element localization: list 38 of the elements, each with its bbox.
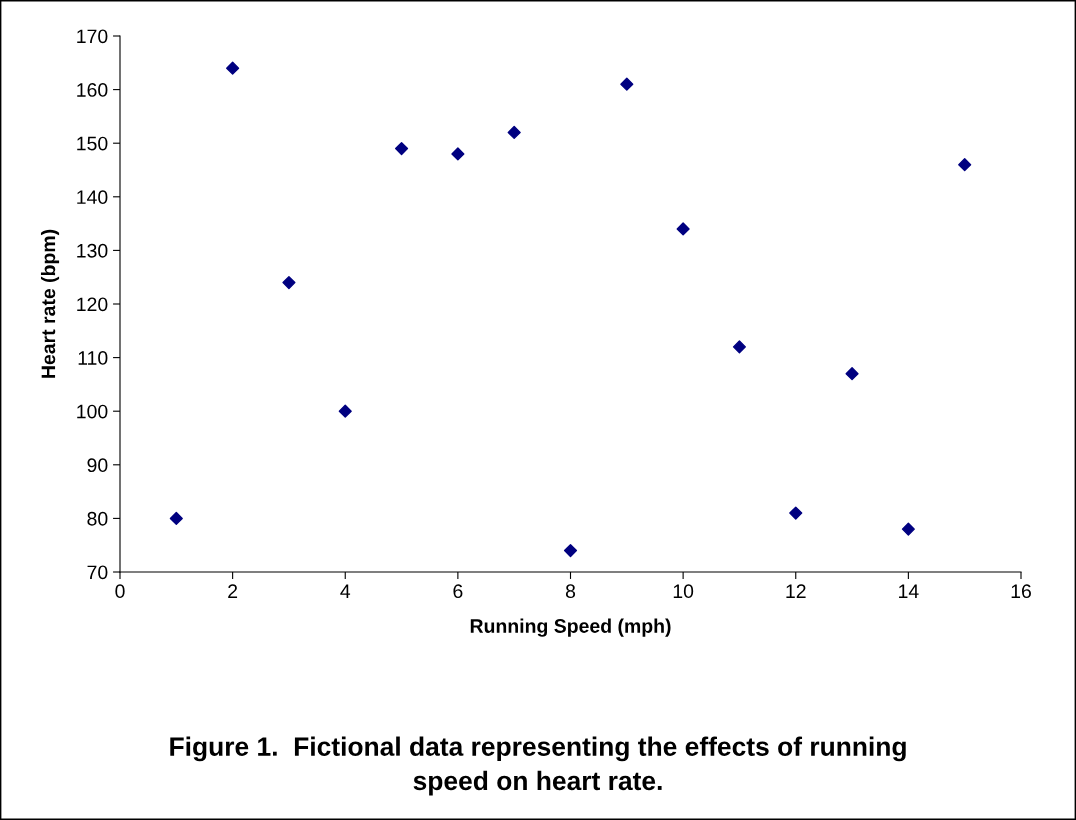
y-tick-label: 160 (77, 83, 108, 97)
x-tick-label: 8 (565, 584, 576, 599)
x-tick-label: 12 (786, 584, 806, 598)
point (394, 141, 409, 156)
x-tick-label: 6 (453, 584, 463, 599)
point (901, 522, 915, 536)
point (845, 367, 859, 381)
x-tick-label: 4 (340, 584, 351, 598)
point (507, 125, 521, 140)
x-tick-label: 0 (115, 584, 125, 599)
y-tick-label: 150 (77, 136, 108, 151)
point (958, 158, 972, 172)
caption: Figure 1. Fictional data representing the effects of running speed on heart rate. (170, 736, 906, 796)
y-tick-label: 110 (78, 351, 108, 365)
x-tick-label: 14 (899, 584, 919, 598)
point (169, 511, 183, 525)
point (563, 543, 578, 558)
point (620, 77, 634, 91)
x-tick-label: 10 (673, 584, 694, 599)
y-tick-label: 90 (87, 458, 108, 473)
y-axis-title: Heart rate (bpm) (40, 229, 60, 378)
point (338, 404, 352, 418)
point (732, 340, 747, 354)
y-tick-label: 140 (77, 190, 108, 205)
point (451, 147, 465, 161)
point (226, 61, 240, 75)
y-tick-label: 170 (77, 29, 108, 44)
y-tick-label: 120 (77, 297, 108, 312)
y-tick-label: 80 (87, 511, 108, 526)
point (789, 506, 803, 520)
x-axis-title: Running Speed (mph) (470, 618, 671, 637)
point (282, 275, 296, 290)
x-tick-label: 16 (1011, 584, 1031, 599)
y-tick-label: 70 (87, 565, 108, 580)
point (676, 222, 690, 236)
y-tick-label: 130 (77, 243, 108, 258)
x-tick-label: 2 (228, 584, 238, 598)
y-tick-label: 100 (77, 404, 108, 419)
